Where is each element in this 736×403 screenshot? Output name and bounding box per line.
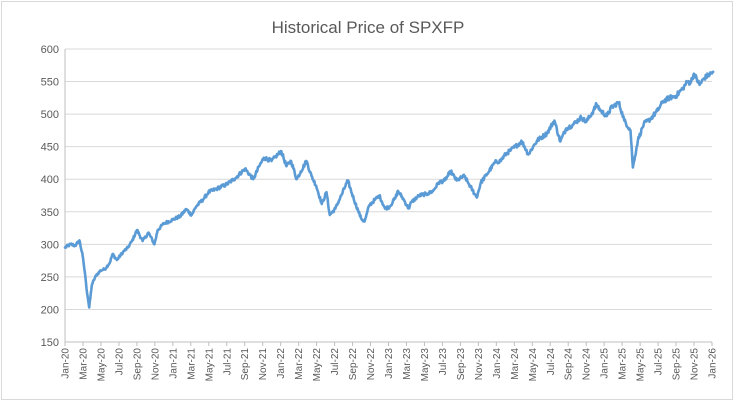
y-tick-labels: 150 200 250 300 350 400 450 500 550 600 (41, 44, 59, 349)
x-tick-label: Mar-22 (294, 348, 305, 380)
x-tick-label: Jan-22 (276, 348, 287, 379)
x-tick-label: Mar-23 (402, 348, 413, 380)
axes (64, 49, 712, 343)
y-tick-label: 550 (41, 77, 59, 89)
y-tick-label: 150 (41, 337, 59, 349)
x-tick-label: Jan-24 (492, 348, 503, 379)
x-tick-label: Jan-26 (708, 348, 719, 379)
x-tick-label: Nov-23 (474, 348, 485, 381)
x-tick-label: May-22 (312, 348, 323, 382)
x-tick-label: Jul-24 (546, 348, 557, 376)
x-tick-label: Nov-22 (366, 348, 377, 381)
x-tick-labels: Jan-20 Mar-20 May-20 Jul-20 Sep-20 Nov-20 Jan-… (61, 342, 719, 381)
y-tick-label: 600 (41, 44, 59, 56)
x-tick-label: Mar-21 (186, 348, 197, 380)
x-tick-label: Jul-25 (654, 348, 665, 376)
x-tick-label: Nov-24 (582, 348, 593, 381)
series-layer (63, 70, 715, 309)
x-tick-label: May-25 (636, 348, 647, 382)
y-tick-label: 300 (41, 239, 59, 251)
x-tick-label: Jan-20 (61, 348, 72, 379)
x-tick-label: Jan-21 (168, 348, 179, 379)
x-tick-label: Nov-25 (690, 348, 701, 381)
y-tick-label: 400 (41, 174, 59, 186)
x-tick-label: Jan-25 (600, 348, 611, 379)
x-tick-label: May-23 (420, 348, 431, 382)
x-tick-label: Mar-20 (78, 348, 89, 380)
x-tick-label: Jul-21 (222, 348, 233, 376)
x-tick-label: Jan-23 (384, 348, 395, 379)
x-tick-label: May-20 (96, 348, 107, 382)
x-tick-label: May-21 (204, 348, 215, 382)
y-tick-label: 250 (41, 272, 59, 284)
chart-title: Historical Price of SPXFP (271, 18, 465, 37)
x-tick-label: May-24 (528, 348, 539, 382)
x-tick-label: Sep-24 (564, 348, 575, 381)
x-tick-label: Mar-25 (618, 348, 629, 380)
x-tick-label: Sep-21 (240, 348, 251, 381)
x-tick-label: Sep-23 (456, 348, 467, 381)
y-tick-label: 450 (41, 142, 59, 154)
series-line-SPXFP (63, 70, 715, 309)
y-tick-label: 500 (41, 109, 59, 121)
x-tick-label: Nov-21 (258, 348, 269, 381)
x-tick-label: Sep-25 (672, 348, 683, 381)
y-tick-label: 350 (41, 207, 59, 219)
x-tick-label: Mar-24 (510, 348, 521, 380)
grid-lines (65, 48, 712, 310)
x-tick-label: Sep-20 (132, 348, 143, 381)
x-tick-label: Jul-22 (330, 348, 341, 376)
x-tick-label: Nov-20 (150, 348, 161, 381)
x-tick-label: Jul-20 (114, 348, 125, 376)
x-tick-label: Sep-22 (348, 348, 359, 381)
x-tick-label: Jul-23 (438, 348, 449, 376)
y-tick-label: 200 (41, 304, 59, 316)
